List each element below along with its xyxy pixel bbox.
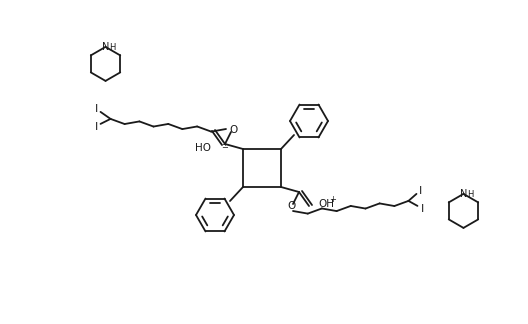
Text: O: O bbox=[229, 125, 237, 135]
Text: I: I bbox=[95, 122, 98, 132]
Text: N: N bbox=[102, 42, 109, 52]
Text: I: I bbox=[421, 204, 424, 214]
Text: I: I bbox=[419, 186, 422, 196]
Text: I: I bbox=[95, 104, 98, 114]
Text: O: O bbox=[287, 201, 295, 211]
Text: +: + bbox=[329, 195, 336, 204]
Text: ±: ± bbox=[221, 141, 228, 149]
Text: HO: HO bbox=[195, 143, 211, 153]
Text: OH: OH bbox=[318, 199, 334, 209]
Text: H: H bbox=[467, 191, 474, 199]
Text: N: N bbox=[460, 189, 467, 199]
Text: H: H bbox=[109, 43, 116, 52]
